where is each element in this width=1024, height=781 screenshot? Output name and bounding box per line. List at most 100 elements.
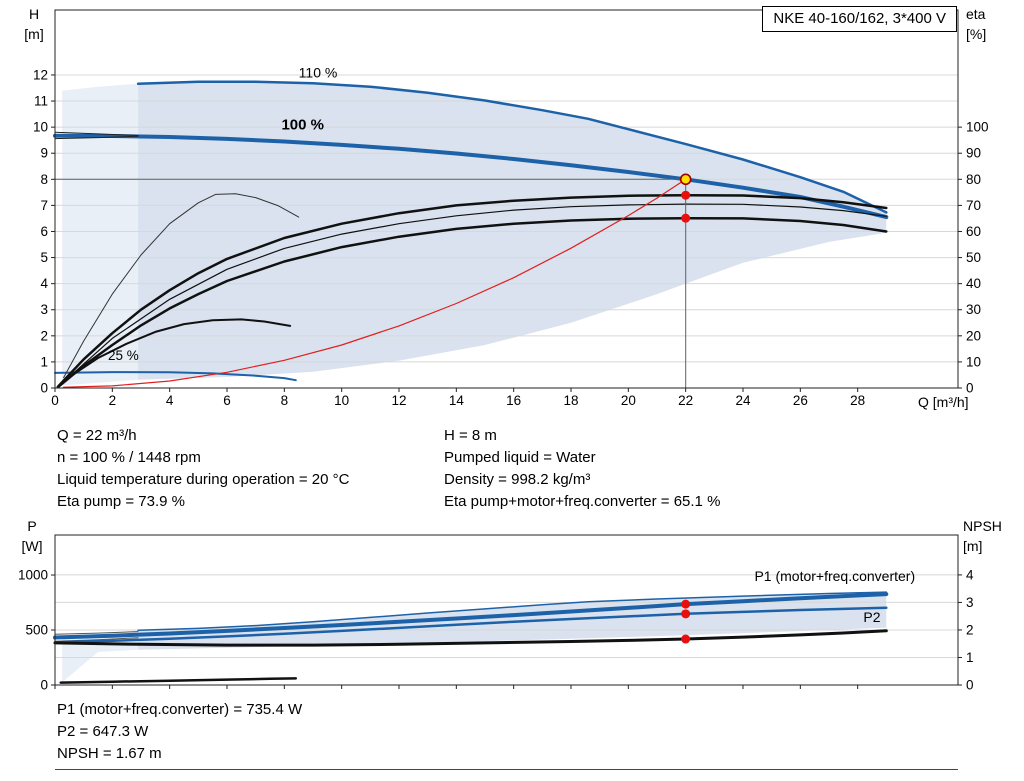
info-line: P1 (motor+freq.converter) = 735.4 W [57, 701, 303, 718]
x-tick-label: 14 [449, 393, 465, 408]
p2-point [681, 609, 691, 619]
right-tick-label: 80 [966, 172, 981, 187]
x-tick-label: 18 [563, 393, 578, 408]
axis-label-line: [W] [21, 538, 43, 554]
qh-chart: 0 2 4 6 8 10 12 14 16 18 20 22 24 26 28012345678910111… [33, 9, 989, 408]
left-tick-label: 2 [40, 328, 48, 343]
left-tick-label: 0 [40, 678, 48, 693]
label-p1: P1 (motor+freq.converter) [754, 568, 915, 584]
qh-100-curve [53, 133, 889, 220]
footer-divider [55, 769, 958, 770]
power-right-axis-label: NPSH [m] [963, 516, 1023, 556]
x-tick-label: 26 [793, 393, 808, 408]
eta-pump-curve [56, 193, 888, 388]
left-tick-label: 1000 [18, 568, 48, 583]
eta-pump-motor-curve [57, 203, 887, 388]
operating-data-column-2: H = 8 m Pumped liquid = Water Density = … [444, 425, 720, 513]
left-tick-label: 3 [40, 302, 48, 317]
x-tick-label: 22 [678, 393, 693, 408]
power-chart: 0 500 1000 0 1 2 3 4 P1 (motor+freq.converter) P2 [18, 534, 974, 693]
plot-frame [54, 534, 959, 686]
p-25-curve [59, 677, 298, 684]
left-tick-label: 11 [34, 94, 48, 109]
right-tick-label: 3 [966, 595, 974, 610]
x-tick-label: 16 [506, 393, 521, 408]
axis-label-line: P [27, 518, 37, 534]
x-axis-unit-label: Q [m³/h] [918, 394, 969, 410]
right-tick-label: 2 [966, 622, 974, 637]
right-tick-label: 0 [966, 381, 974, 396]
qh-left-axis-label: H [m] [16, 4, 52, 44]
info-line: H = 8 m [444, 427, 497, 444]
info-line: n = 100 % / 1448 rpm [57, 449, 201, 466]
eta-total-curve [56, 216, 888, 389]
info-line: P2 = 647.3 W [57, 723, 149, 740]
x-tick-label: 12 [391, 393, 406, 408]
power-left-axis-label: P [W] [14, 516, 50, 556]
info-line: Eta pump+motor+freq.converter = 65.1 % [444, 493, 721, 510]
axis-label-line: [m] [24, 26, 44, 42]
x-tick-label: 8 [281, 393, 289, 408]
left-tick-label: 12 [33, 67, 48, 82]
label-110: 110 % [299, 65, 338, 81]
right-tick-label: 4 [966, 567, 974, 582]
x-tick-label: 24 [735, 393, 751, 408]
right-tick-label: 20 [966, 328, 981, 343]
right-tick-label: 0 [966, 678, 974, 693]
info-line: Liquid temperature during operation = 20… [57, 471, 350, 488]
x-tick-label: 4 [166, 393, 174, 408]
qh-25-curve [54, 371, 297, 382]
left-tick-label: 4 [40, 276, 48, 291]
right-tick-label: 40 [966, 276, 981, 291]
eta-reduced-speed-arc [63, 193, 300, 379]
info-line: Density = 998.2 kg/m³ [444, 471, 591, 488]
right-tick-label: 60 [966, 224, 981, 239]
p-110-curve [137, 591, 888, 632]
control-curve [62, 178, 687, 388]
info-line: Pumped liquid = Water [444, 449, 596, 466]
eta-pump-point [681, 190, 691, 200]
x-tick-label: 0 [51, 393, 59, 408]
x-tick-label: 10 [334, 393, 349, 408]
pump-title-box: NKE 40-160/162, 3*400 V [762, 6, 957, 32]
left-tick-label: 8 [40, 172, 48, 187]
eta-total-point [681, 213, 691, 223]
right-tick-label: 90 [966, 146, 981, 161]
npsh-curve [53, 629, 888, 647]
right-tick-label: 1 [966, 650, 974, 665]
axis-label-line: H [28, 6, 40, 22]
eta-25-arc [65, 318, 292, 380]
envelope-left [62, 83, 139, 386]
operating-data-column-1: Q = 22 m³/h n = 100 % / 1448 rpm Liquid … [57, 425, 349, 513]
p1-point [681, 599, 691, 609]
axis-label-line: [m] [963, 538, 983, 554]
label-25: 25 % [108, 348, 139, 363]
axis-label-line: [%] [966, 26, 987, 42]
result-data-block: P1 (motor+freq.converter) = 735.4 W P2 =… [57, 699, 302, 765]
right-tick-label: 10 [966, 354, 981, 369]
left-tick-label: 500 [25, 623, 48, 638]
plot-frame [54, 9, 959, 389]
qh-right-axis-label: eta [%] [966, 4, 1024, 44]
label-p2: P2 [863, 609, 880, 625]
info-line: NPSH = 1.67 m [57, 745, 162, 762]
speed-thin-upper [54, 131, 139, 136]
power-thin-1 [54, 631, 139, 635]
left-tick-label: 1 [40, 354, 48, 369]
left-tick-label: 6 [40, 224, 48, 239]
speed-thin-lower [54, 135, 139, 140]
x-tick-label: 28 [850, 393, 865, 408]
info-line: Q = 22 m³/h [57, 427, 137, 444]
right-tick-label: 70 [966, 198, 981, 213]
p2-curve [53, 606, 888, 644]
label-100: 100 % [281, 117, 324, 134]
left-tick-label: 5 [40, 250, 48, 265]
operating-envelope [138, 81, 887, 380]
npsh-point [681, 634, 691, 644]
x-tick-label: 6 [223, 393, 231, 408]
axis-label-line: eta [966, 6, 986, 22]
info-line: Eta pump = 73.9 % [57, 493, 185, 510]
right-tick-label: 100 [966, 120, 989, 135]
